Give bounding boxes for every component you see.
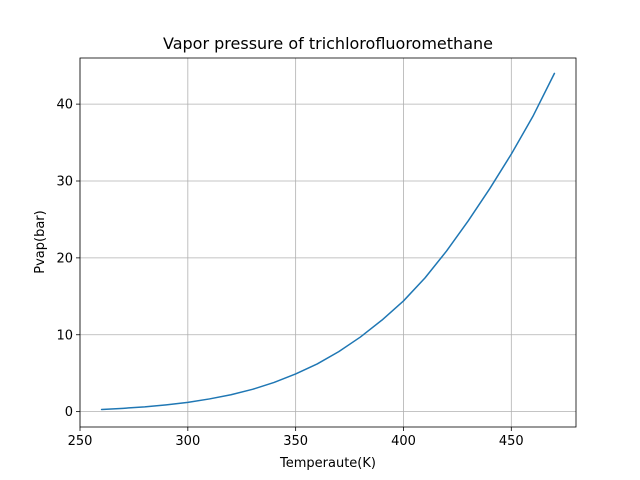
grid-layer (79, 58, 576, 427)
series-layer (100, 72, 556, 411)
x-tick-label-300: 300 (175, 434, 200, 449)
chart-title: Vapor pressure of trichlorofluoromethane (163, 34, 493, 53)
y-tick-label-10: 10 (56, 328, 73, 343)
x-tick-label-450: 450 (499, 434, 524, 449)
y-axis-label: Pvap(bar) (33, 210, 48, 273)
x-tick-label-350: 350 (283, 434, 308, 449)
tick-layer: 250 300 350 400 450 0 10 20 30 40 (56, 98, 523, 449)
plot-frame (79, 57, 577, 428)
y-tick-label-20: 20 (56, 251, 73, 266)
y-tick-label-30: 30 (56, 175, 73, 190)
x-tick-label-250: 250 (68, 434, 93, 449)
y-tick-label-40: 40 (56, 98, 73, 113)
x-axis-label: Temperaute(K) (279, 456, 376, 471)
series-line-0 (100, 72, 556, 411)
y-tick-label-0: 0 (65, 405, 73, 420)
x-tick-label-400: 400 (391, 434, 416, 449)
